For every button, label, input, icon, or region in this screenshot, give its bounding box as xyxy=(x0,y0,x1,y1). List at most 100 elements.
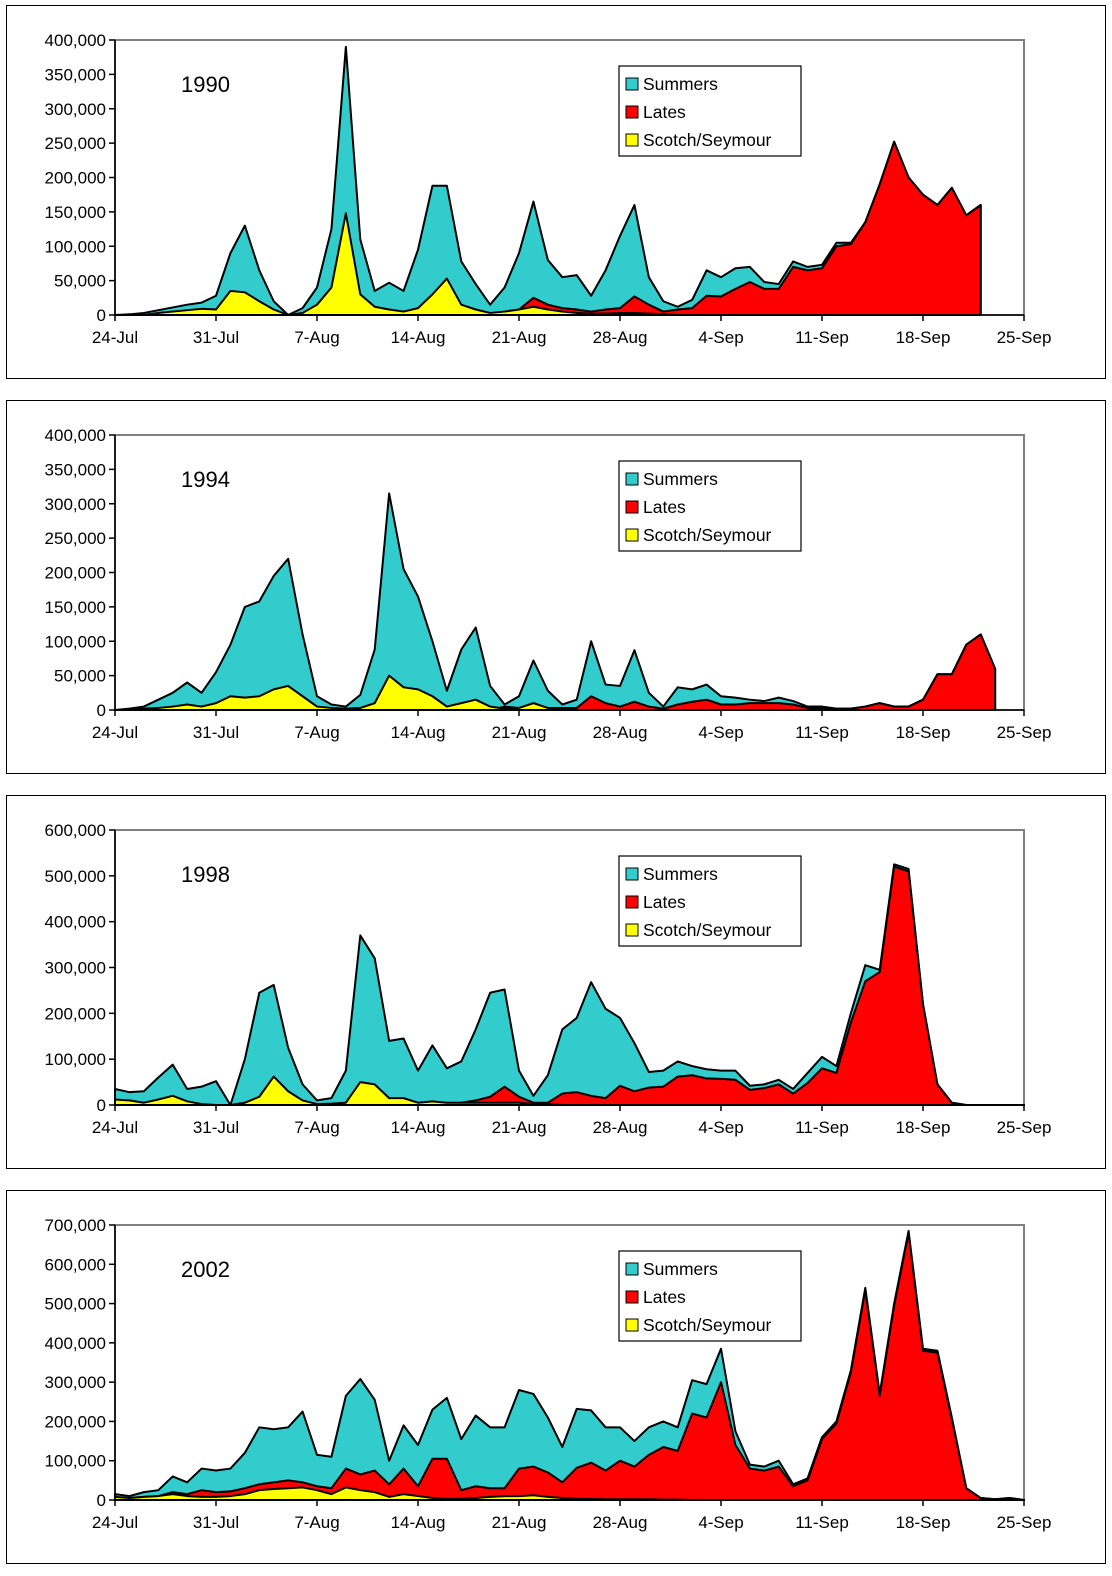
x-tick-label: 31-Jul xyxy=(193,1118,239,1137)
y-tick-label: 300,000 xyxy=(45,100,106,119)
year-label: 1990 xyxy=(181,72,230,97)
x-tick-label: 7-Aug xyxy=(294,1513,339,1532)
x-tick-label: 21-Aug xyxy=(492,1513,547,1532)
x-tick-label: 18-Sep xyxy=(896,1513,951,1532)
legend-swatch xyxy=(625,528,639,542)
y-tick-label: 200,000 xyxy=(45,564,106,583)
area-series-lates xyxy=(114,1231,1025,1501)
legend-swatch xyxy=(625,472,639,486)
legend-label: Scotch/Seymour xyxy=(643,525,772,545)
y-tick-label: 600,000 xyxy=(45,1255,106,1274)
legend-label: Scotch/Seymour xyxy=(643,130,772,150)
year-label: 1994 xyxy=(181,467,230,492)
y-tick-label: 150,000 xyxy=(45,598,106,617)
x-tick-label: 24-Jul xyxy=(92,328,138,347)
y-tick-label: 0 xyxy=(97,1491,106,1510)
x-tick-label: 25-Sep xyxy=(997,1118,1052,1137)
legend-swatch xyxy=(625,923,639,937)
y-tick-label: 0 xyxy=(97,701,106,720)
y-tick-label: 350,000 xyxy=(45,460,106,479)
chart-svg: 0 100,000 200,000 300,000 400,000 500,000 600,… xyxy=(45,821,1052,1137)
x-tick-label: 14-Aug xyxy=(391,328,446,347)
legend-box xyxy=(618,460,802,552)
y-tick-label: 300,000 xyxy=(45,495,106,514)
y-tick-label: 400,000 xyxy=(45,426,106,445)
y-tick-label: 300,000 xyxy=(45,1373,106,1392)
legend-swatch xyxy=(625,1262,639,1276)
y-tick-label: 100,000 xyxy=(45,237,106,256)
x-tick-label: 28-Aug xyxy=(593,1513,648,1532)
x-tick-label: 18-Sep xyxy=(896,723,951,742)
y-tick-label: 200,000 xyxy=(45,169,106,188)
y-tick-label: 50,000 xyxy=(54,272,106,291)
y-tick-label: 100,000 xyxy=(45,632,106,651)
legend-swatch xyxy=(625,133,639,147)
x-tick-label: 7-Aug xyxy=(294,723,339,742)
legend-label: Lates xyxy=(643,102,686,122)
y-tick-label: 350,000 xyxy=(45,65,106,84)
legend-label: Summers xyxy=(643,864,718,884)
x-tick-label: 24-Jul xyxy=(92,723,138,742)
x-tick-label: 7-Aug xyxy=(294,328,339,347)
legend-swatch xyxy=(625,895,639,909)
x-tick-label: 4-Sep xyxy=(698,723,743,742)
legend-swatch xyxy=(625,1318,639,1332)
y-tick-label: 600,000 xyxy=(45,821,106,840)
x-tick-label: 11-Sep xyxy=(795,1513,849,1532)
x-tick-label: 25-Sep xyxy=(997,1513,1052,1532)
x-tick-label: 31-Jul xyxy=(193,1513,239,1532)
x-tick-label: 25-Sep xyxy=(997,723,1052,742)
x-tick-label: 28-Aug xyxy=(593,1118,648,1137)
legend-swatch xyxy=(625,1290,639,1304)
x-tick-label: 31-Jul xyxy=(193,328,239,347)
x-tick-label: 28-Aug xyxy=(593,723,648,742)
legend-label: Summers xyxy=(643,469,718,489)
x-tick-label: 18-Sep xyxy=(896,328,951,347)
legend-swatch xyxy=(625,77,639,91)
year-label: 1998 xyxy=(181,862,230,887)
chart-panel-1994: 0 50,000 100,000 150,000 200,000 250,000 300,0… xyxy=(6,400,1106,774)
y-tick-label: 100,000 xyxy=(45,1050,106,1069)
x-tick-label: 28-Aug xyxy=(593,328,648,347)
legend-label: Summers xyxy=(643,74,718,94)
chart-svg: 0 50,000 100,000 150,000 200,000 250,000 300,0… xyxy=(45,31,1052,347)
x-tick-label: 24-Jul xyxy=(92,1513,138,1532)
y-tick-label: 200,000 xyxy=(45,1004,106,1023)
x-tick-label: 21-Aug xyxy=(492,1118,547,1137)
x-tick-label: 18-Sep xyxy=(896,1118,951,1137)
x-tick-label: 21-Aug xyxy=(492,328,547,347)
legend-box xyxy=(618,65,802,157)
year-label: 2002 xyxy=(181,1257,230,1282)
chart-panel-1998: 0 100,000 200,000 300,000 400,000 500,000 600,… xyxy=(6,795,1106,1169)
y-tick-label: 0 xyxy=(97,1096,106,1115)
y-tick-label: 400,000 xyxy=(45,31,106,50)
chart-panel-2002: 0 100,000 200,000 300,000 400,000 500,000 600,… xyxy=(6,1190,1106,1564)
legend-label: Scotch/Seymour xyxy=(643,1315,772,1335)
x-tick-label: 14-Aug xyxy=(391,723,446,742)
x-tick-label: 24-Jul xyxy=(92,1118,138,1137)
legend-label: Scotch/Seymour xyxy=(643,920,772,940)
legend-label: Lates xyxy=(643,1287,686,1307)
y-tick-label: 300,000 xyxy=(45,959,106,978)
x-tick-label: 4-Sep xyxy=(698,328,743,347)
y-tick-label: 400,000 xyxy=(45,1334,106,1353)
x-tick-label: 14-Aug xyxy=(391,1118,446,1137)
y-tick-label: 250,000 xyxy=(45,134,106,153)
legend-box xyxy=(618,1250,802,1342)
x-tick-label: 31-Jul xyxy=(193,723,239,742)
legend-label: Lates xyxy=(643,497,686,517)
x-tick-label: 11-Sep xyxy=(795,328,849,347)
y-tick-label: 400,000 xyxy=(45,913,106,932)
x-tick-label: 4-Sep xyxy=(698,1513,743,1532)
x-tick-label: 4-Sep xyxy=(698,1118,743,1137)
chart-svg: 0 50,000 100,000 150,000 200,000 250,000 300,0… xyxy=(45,426,1052,742)
chart-svg: 0 100,000 200,000 300,000 400,000 500,000 600,… xyxy=(45,1216,1052,1532)
y-tick-label: 0 xyxy=(97,306,106,325)
legend-swatch xyxy=(625,105,639,119)
legend-swatch xyxy=(625,500,639,514)
chart-panel-1990: 0 50,000 100,000 150,000 200,000 250,000 300,0… xyxy=(6,5,1106,379)
x-tick-label: 11-Sep xyxy=(795,723,849,742)
x-tick-label: 14-Aug xyxy=(391,1513,446,1532)
legend-label: Lates xyxy=(643,892,686,912)
y-tick-label: 50,000 xyxy=(54,667,106,686)
